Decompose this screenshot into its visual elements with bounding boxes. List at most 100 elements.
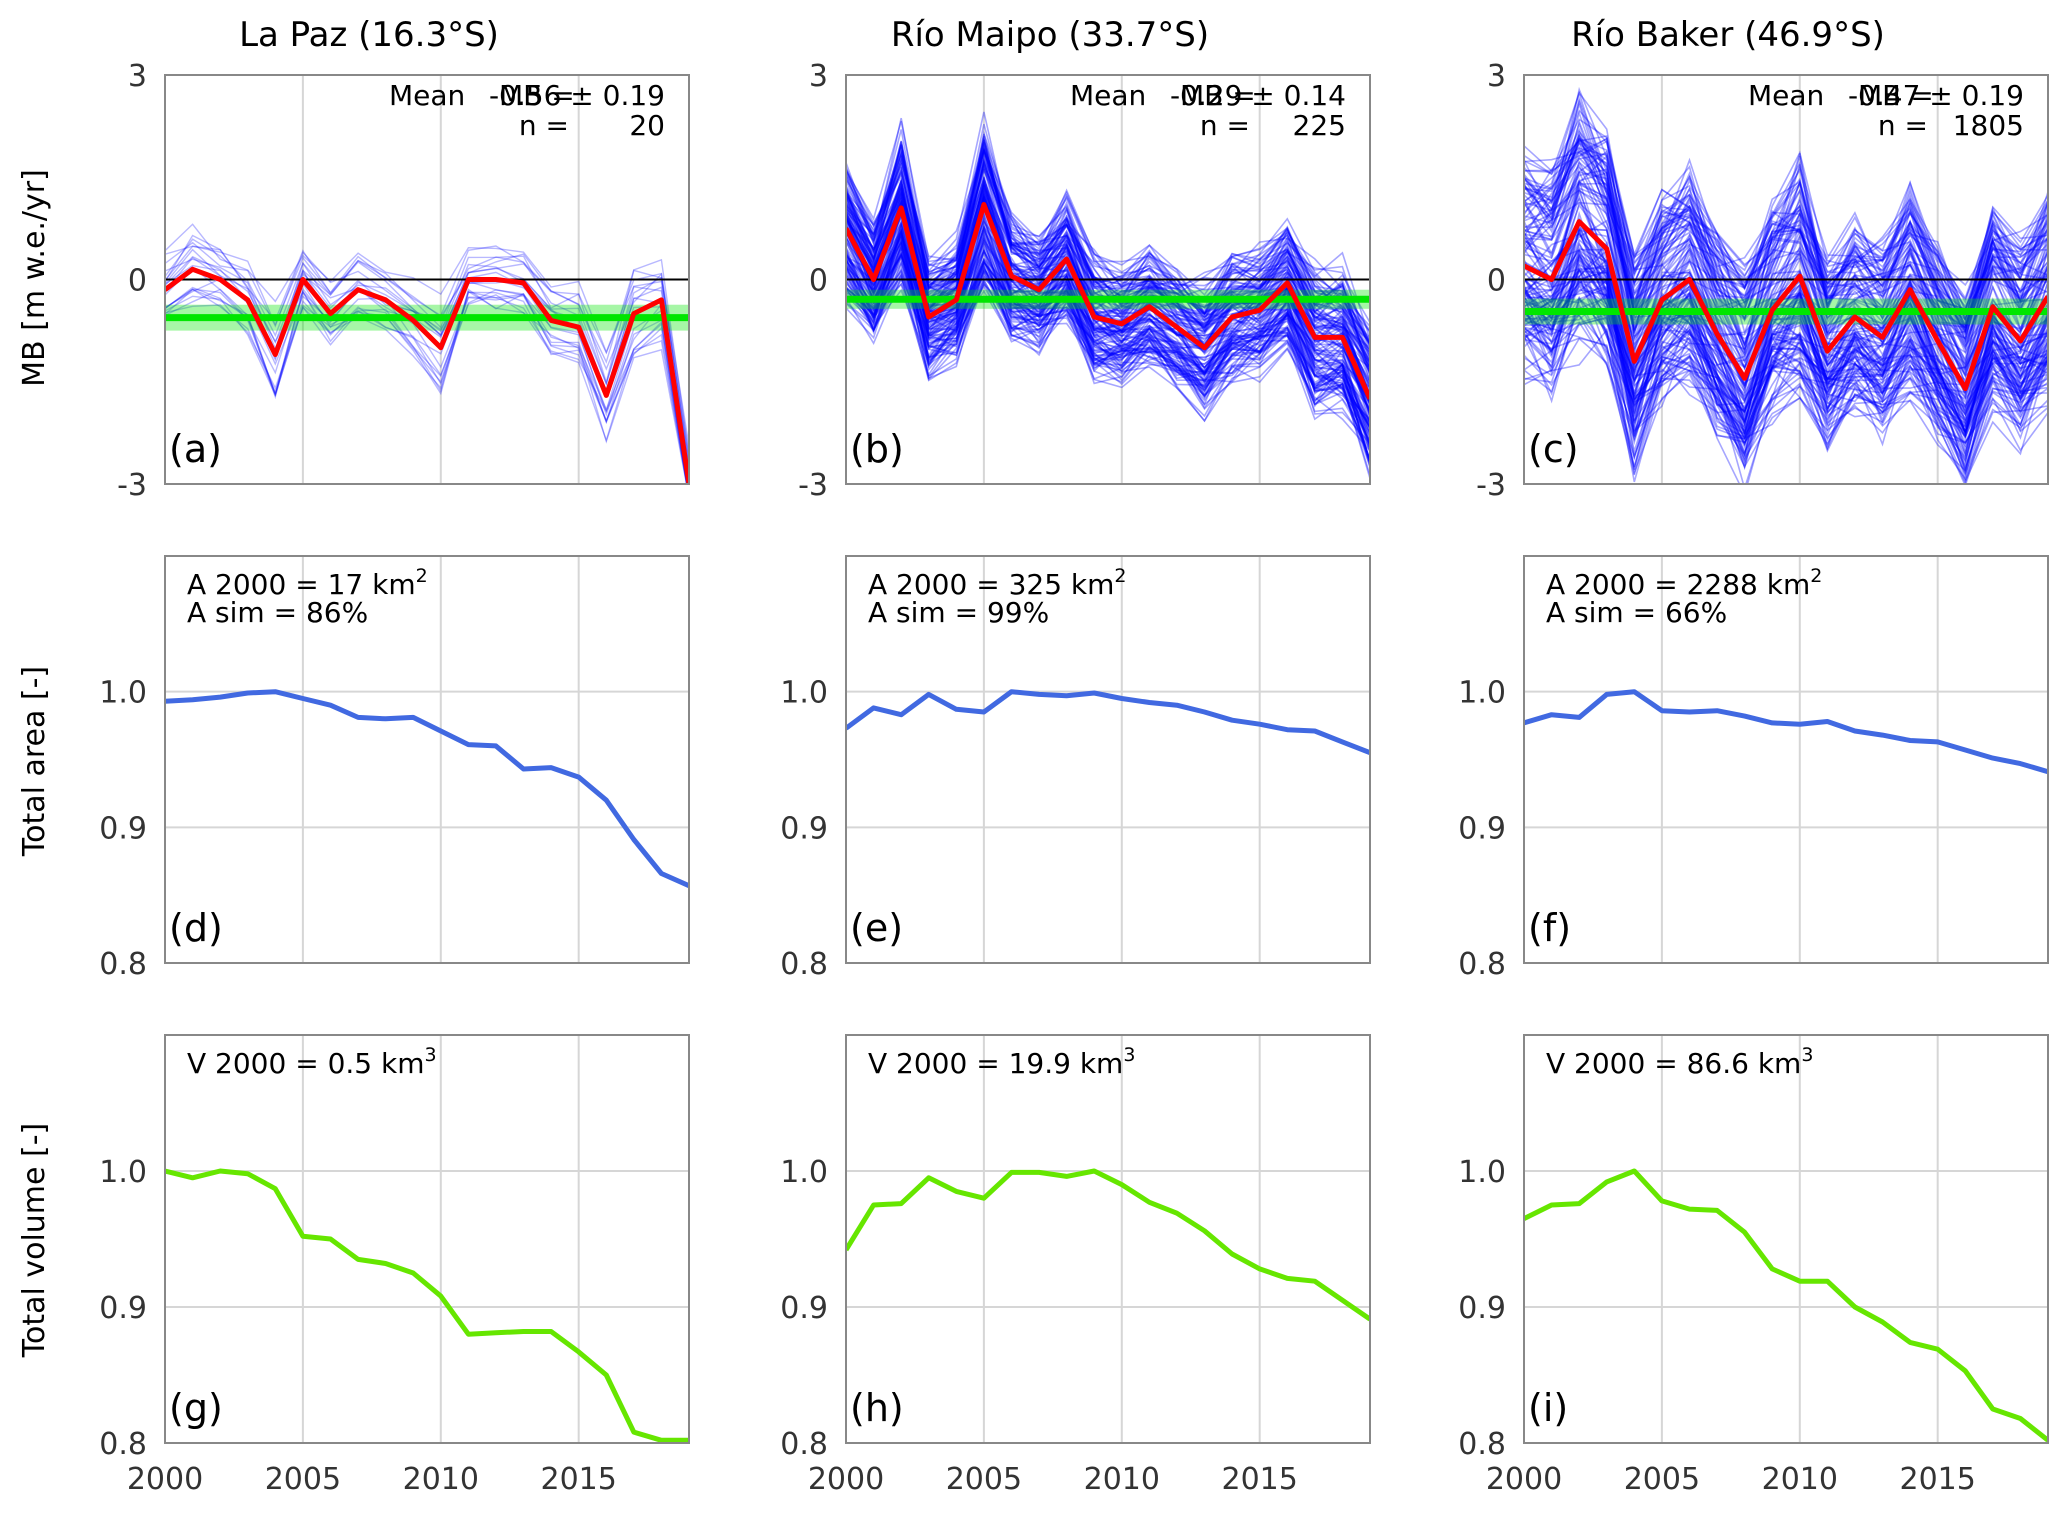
annotation-superscript: 3 [425,1044,437,1066]
x-tick-label: 2000 [808,1462,884,1497]
ensemble-line [165,291,688,484]
ensemble-line [846,239,1370,442]
annotation-superscript: 3 [1801,1044,1813,1066]
annotation-superscript: 2 [1114,565,1126,587]
ensemble-line [846,123,1370,323]
ensemble-line [846,162,1370,371]
ensemble-line [1524,285,2048,444]
x-tick-label: 2005 [1624,1462,1700,1497]
annotation-mb-key: MB = [499,79,575,112]
ensemble-line [165,245,689,456]
annotation-line1: A 2000 = 17 km2 [187,565,428,601]
y-tick-label: 0.9 [99,1291,147,1326]
ensemble-line [1524,321,2048,469]
ensemble-line [846,195,1370,414]
annotation-mb-value: -0.47 ± 0.19 [1848,79,2024,112]
ensemble-line [1524,319,2048,482]
ensemble-line [846,157,1370,374]
ensemble-line [1524,194,2048,376]
panel-label: (a) [169,427,222,471]
ensemble-line [1524,253,2048,436]
ylabel-total-volume: Total volume [-] [17,1123,52,1359]
ensemble-line [1524,317,2048,484]
panel-label: (c) [1528,427,1579,471]
panel-frame [164,1034,690,1444]
panel-frame [1523,74,2049,485]
panel-frame [164,74,690,485]
ensemble-line [1524,280,2048,435]
ylabel-mb: MB [m w.e./yr] [17,169,52,387]
ensemble-line [1524,137,2048,346]
ensemble-line [1524,268,2048,416]
ensemble-line [846,234,1370,451]
annotation-line1: A 2000 = 2288 km2 [1546,565,1822,601]
ensemble-line [846,249,1370,444]
ensemble-line [1524,252,2048,463]
ensemble-line [1524,108,2048,311]
ensemble-line [1524,314,2048,473]
ensemble-line [1524,219,2048,388]
ensemble-line [165,258,689,473]
ensemble-line [1524,180,2048,371]
panel-frame [164,555,690,964]
ensemble-line [1524,129,2048,314]
y-tick-label: 0.9 [780,1291,828,1326]
y-tick-label: 0.8 [780,1427,828,1462]
ensemble-line [846,157,1370,345]
plot-area [846,1035,1370,1443]
ensemble-line [165,245,689,467]
annotation-line2: A sim = 99% [868,596,1049,629]
y-tick-label: 0.8 [99,1427,147,1462]
plot-area [846,556,1370,963]
annotation-mb-value: -0.29 ± 0.14 [1170,79,1346,112]
volume-series [846,1168,1370,1322]
area-series [1524,689,2048,775]
ensemble-line [165,234,689,456]
x-tick-label: 2015 [1222,1462,1298,1497]
panels: 30-3(a)Mean MB =-0.56 ± 0.19n = 2030-3(b)M… [99,59,2049,1497]
ensemble-line [846,193,1370,420]
y-tick-label: 3 [809,59,828,94]
ensemble-line [846,135,1370,359]
plot-area [165,75,689,484]
y-tick-label: 1.0 [780,1155,828,1190]
ensemble-line [1524,270,2048,456]
ensemble-line [846,149,1370,371]
ensemble-line [1524,187,2048,368]
plot-area [1524,75,2048,484]
ensemble-line [846,234,1370,425]
annotation-mean-label: Mean [1070,79,1146,112]
panel-label: (g) [169,1386,223,1430]
ensemble-line [1524,298,2048,481]
ensemble-line [846,155,1370,349]
ensemble-line [846,288,1370,479]
panel-frame [845,555,1371,964]
plot-area [165,556,689,963]
ensemble-line [1524,201,2048,376]
ensemble-line [1524,279,2048,422]
ensemble-line [1524,189,2048,352]
mean-mb-series [165,266,689,484]
ensemble-line [1524,146,2048,315]
y-tick-label: 0 [809,264,828,299]
mean-mb-series [1524,219,2048,392]
ensemble-line [846,265,1370,452]
column-title-rio-baker: Río Baker (46.9°S) [1571,15,1885,55]
ensemble-line [1524,152,2048,334]
ensemble-line [1524,141,2048,364]
ensemble-line [1524,137,2048,321]
y-tick-label: 1.0 [1458,676,1506,711]
ensemble-line [846,237,1370,453]
annotation-n-value: 1805 [1953,109,2024,142]
ensemble-line [165,287,688,484]
ensemble-line [846,248,1370,437]
y-tick-label: 1.0 [99,676,147,711]
ensemble-line [1524,262,2048,438]
ensemble-line [846,157,1370,351]
ensemble-line [846,208,1370,411]
ensemble-line [846,237,1370,434]
ensemble-line [846,225,1370,448]
volume-series [1524,1168,2048,1443]
ensemble-line [1524,228,2048,417]
